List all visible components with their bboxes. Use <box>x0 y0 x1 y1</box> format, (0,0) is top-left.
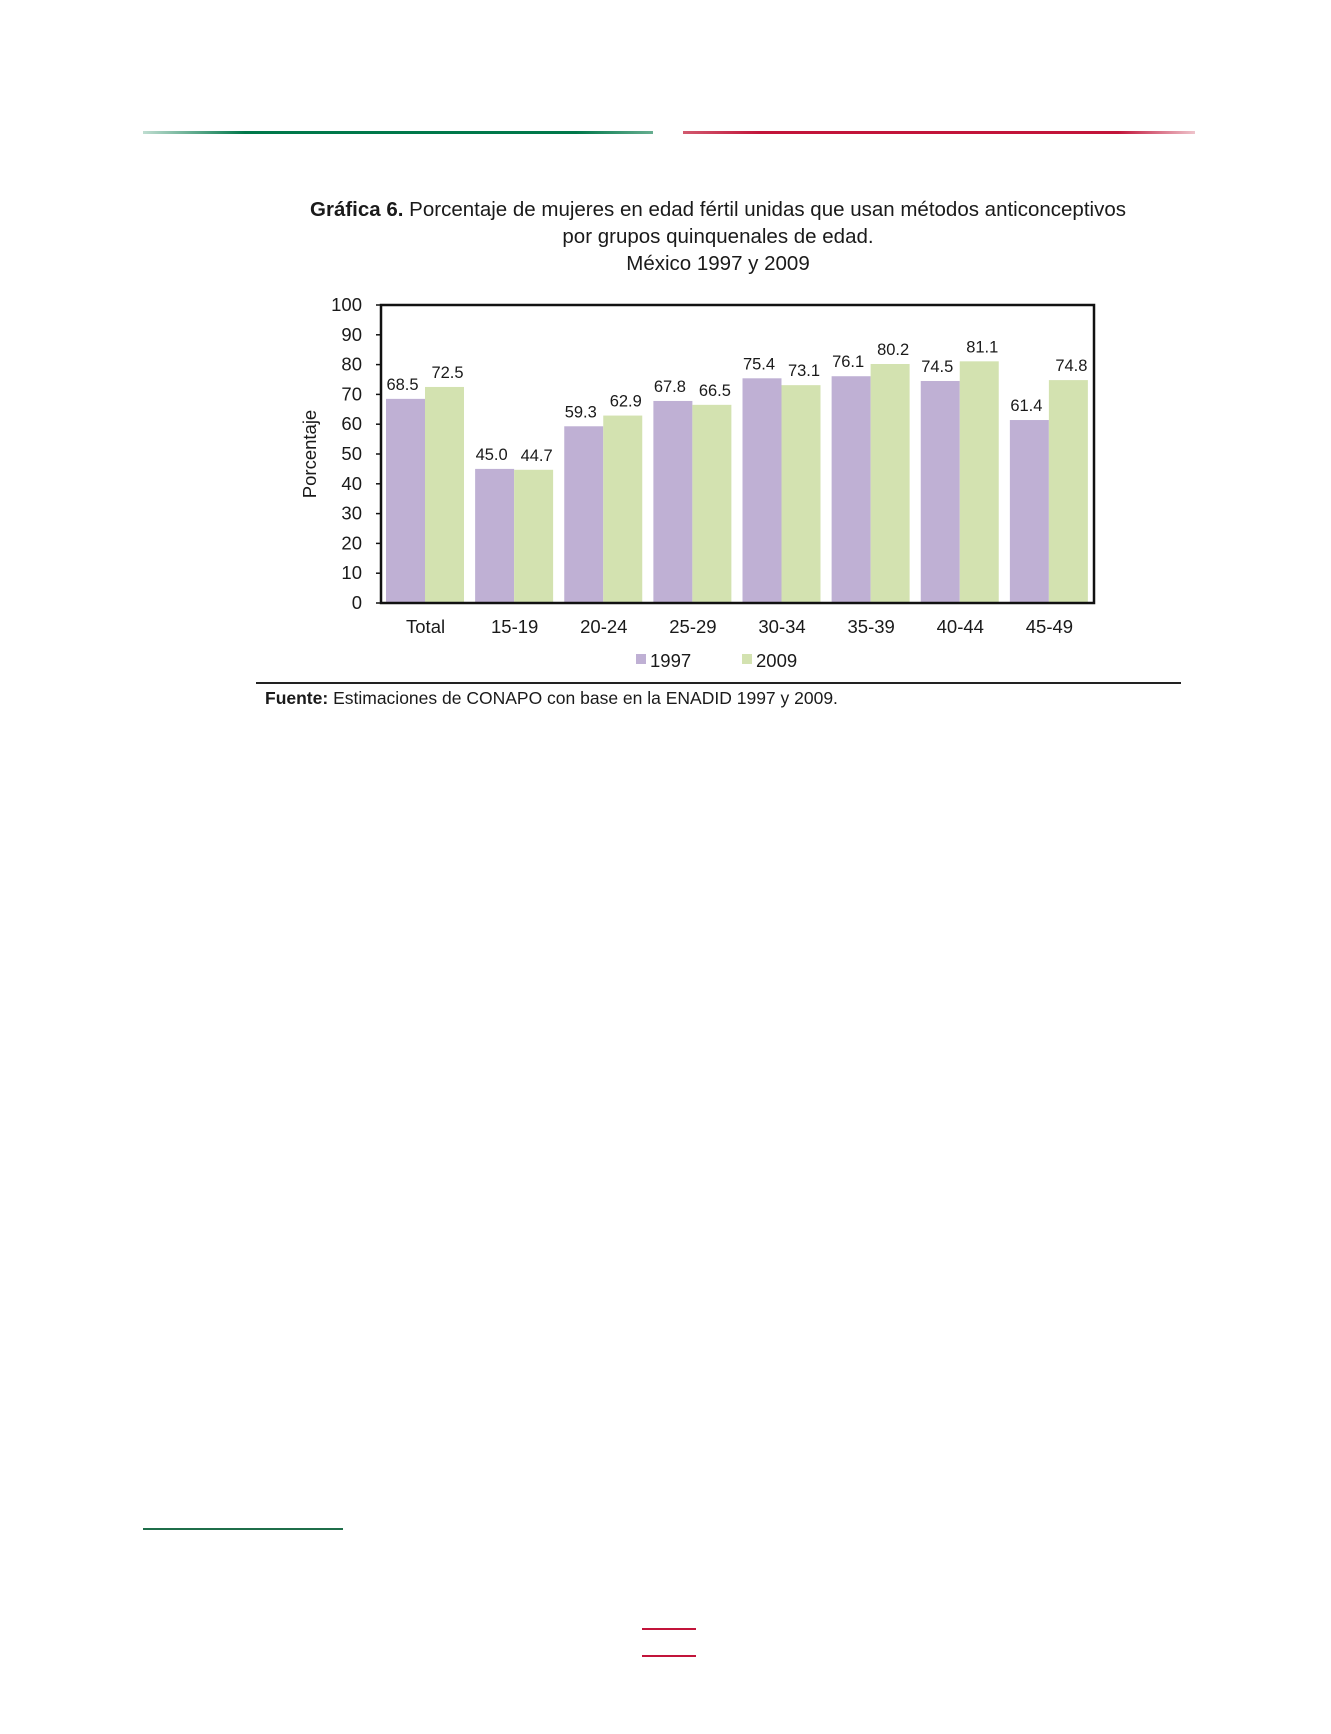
x-tick-label: 40-44 <box>937 616 984 637</box>
data-label-2009-35-39: 80.2 <box>877 341 909 359</box>
source-text: Estimaciones de CONAPO con base en la EN… <box>333 688 838 708</box>
bar-1997-25-29 <box>653 400 693 603</box>
x-tick-label: 15-19 <box>491 616 538 637</box>
chart-title-text: Porcentaje de mujeres en edad fértil uni… <box>409 198 1126 221</box>
x-tick-label: 30-34 <box>758 616 805 637</box>
footnote-rule <box>143 1528 343 1530</box>
data-label-2009-25-29: 66.5 <box>699 382 731 400</box>
x-tick-label: 35-39 <box>848 616 895 637</box>
bar-1997-15-19 <box>475 468 515 603</box>
data-label-2009-40-44: 81.1 <box>966 338 998 356</box>
y-tick-label: 90 <box>341 324 362 345</box>
source-rule <box>256 682 1181 684</box>
data-label-1997-20-24: 59.3 <box>565 403 597 421</box>
bar-chart: 68.5 72.5 Total 45.0 44.7 15-19 59.3 62.9 20-24 6… <box>299 294 1096 671</box>
y-tick-label: 50 <box>341 443 362 464</box>
data-label-1997-45-49: 61.4 <box>1010 397 1042 415</box>
source-note: Fuente: Estimaciones de CONAPO con base … <box>265 688 838 709</box>
y-axis-label: Porcentaje <box>299 410 320 498</box>
legend-swatch-2009 <box>742 654 752 664</box>
bar-2009-40-44 <box>959 361 999 603</box>
data-label-1997-25-29: 67.8 <box>654 378 686 396</box>
bar-1997-30-34 <box>742 378 782 603</box>
bar-1997-35-39 <box>831 376 871 603</box>
x-tick-label: 25-29 <box>669 616 716 637</box>
data-label-2009-Total: 72.5 <box>431 364 463 382</box>
y-tick-label: 0 <box>352 592 362 613</box>
legend-label-1997: 1997 <box>650 650 691 671</box>
y-tick-label: 80 <box>341 354 362 375</box>
bar-2009-20-24 <box>603 415 643 603</box>
legend-label-2009: 2009 <box>756 650 797 671</box>
x-tick-label: 20-24 <box>580 616 627 637</box>
data-label-2009-20-24: 62.9 <box>610 393 642 411</box>
page-number-rule-bottom <box>642 1655 696 1657</box>
bar-2009-25-29 <box>692 404 732 603</box>
y-tick-label: 60 <box>341 413 362 434</box>
data-label-2009-15-19: 44.7 <box>521 447 553 465</box>
chart-title-line3: México 1997 y 2009 <box>626 252 810 275</box>
bar-1997-Total <box>386 398 425 603</box>
y-tick-label: 100 <box>331 294 362 315</box>
data-label-1997-30-34: 75.4 <box>743 355 775 373</box>
bar-2009-Total <box>425 386 464 603</box>
data-label-1997-35-39: 76.1 <box>832 353 864 371</box>
y-tick-label: 40 <box>341 473 362 494</box>
y-tick-label: 20 <box>341 532 362 553</box>
bar-2009-15-19 <box>514 469 554 603</box>
bar-2009-30-34 <box>781 385 821 603</box>
data-label-1997-15-19: 45.0 <box>476 446 508 464</box>
chart-title-line1: Gráfica 6. Porcentaje de mujeres en edad… <box>262 196 1174 223</box>
source-label: Fuente: <box>265 688 329 708</box>
y-tick-label: 10 <box>341 562 362 583</box>
page-number-rule-top <box>642 1628 696 1630</box>
chart-title-label: Gráfica 6. <box>310 198 404 221</box>
bar-1997-40-44 <box>920 380 960 603</box>
bar-2009-45-49 <box>1048 380 1088 603</box>
data-label-1997-40-44: 74.5 <box>921 358 953 376</box>
data-label-2009-30-34: 73.1 <box>788 362 820 380</box>
x-tick-label: Total <box>406 616 445 637</box>
header-rule-green <box>143 131 653 134</box>
bar-1997-45-49 <box>1009 420 1049 603</box>
bar-2009-35-39 <box>870 364 910 603</box>
bar-1997-20-24 <box>564 426 604 603</box>
legend-swatch-1997 <box>636 654 646 664</box>
y-tick-label: 70 <box>341 383 362 404</box>
y-tick-label: 30 <box>341 503 362 524</box>
header-rule-red <box>683 131 1195 134</box>
data-label-1997-Total: 68.5 <box>386 376 418 394</box>
chart-title: Gráfica 6. Porcentaje de mujeres en edad… <box>262 196 1174 277</box>
x-tick-label: 45-49 <box>1026 616 1073 637</box>
chart-title-line2: por grupos quinquenales de edad. <box>562 225 874 248</box>
data-label-2009-45-49: 74.8 <box>1055 357 1087 375</box>
